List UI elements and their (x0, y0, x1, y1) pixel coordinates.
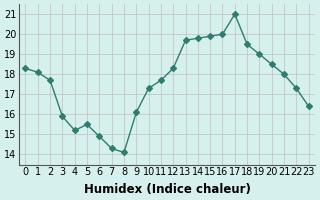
X-axis label: Humidex (Indice chaleur): Humidex (Indice chaleur) (84, 183, 251, 196)
